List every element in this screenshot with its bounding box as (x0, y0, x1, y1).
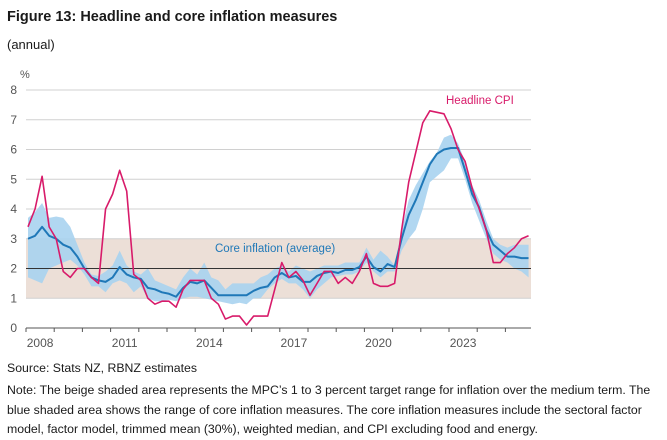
y-axis-unit-label: % (20, 69, 30, 81)
core-inflation-label: Core inflation (average) (215, 243, 335, 255)
headline-cpi-label: Headline CPI (446, 95, 514, 107)
core-range-area (28, 134, 529, 305)
inflation-chart: 0 1 2 3 4 5 6 7 8 2008 2011 2014 2017 2020 2023 % Head… (10, 69, 531, 350)
x-tick-label: 2023 (450, 336, 477, 350)
y-tick-label: 1 (10, 291, 17, 305)
x-tick-label: 2008 (27, 336, 54, 350)
x-tick-label: 2020 (365, 336, 392, 350)
x-tick-label: 2014 (196, 336, 223, 350)
headline-cpi-line (27, 110, 529, 326)
axes: 0 1 2 3 4 5 6 7 8 2008 2011 2014 2017 2020 2023 (10, 83, 531, 350)
core-range-band (28, 134, 529, 305)
x-tick-label: 2011 (112, 336, 138, 350)
y-tick-label: 3 (10, 232, 17, 246)
x-tick-label: 2017 (281, 336, 308, 350)
y-tick-label: 5 (10, 172, 17, 186)
y-tick-label: 8 (10, 83, 17, 97)
figure-title: Figure 13: Headline and core inflation m… (7, 9, 338, 25)
y-tick-label: 4 (10, 202, 17, 216)
source-text: Source: Stats NZ, RBNZ estimates (7, 361, 197, 375)
figure-subtitle: (annual) (7, 37, 55, 52)
y-tick-label: 2 (10, 262, 17, 276)
y-tick-label: 7 (10, 113, 17, 127)
series-lines (27, 110, 529, 326)
y-tick-label: 0 (10, 321, 17, 335)
note-text: Note: The beige shaded area represents t… (7, 383, 651, 436)
y-tick-label: 6 (10, 143, 17, 157)
